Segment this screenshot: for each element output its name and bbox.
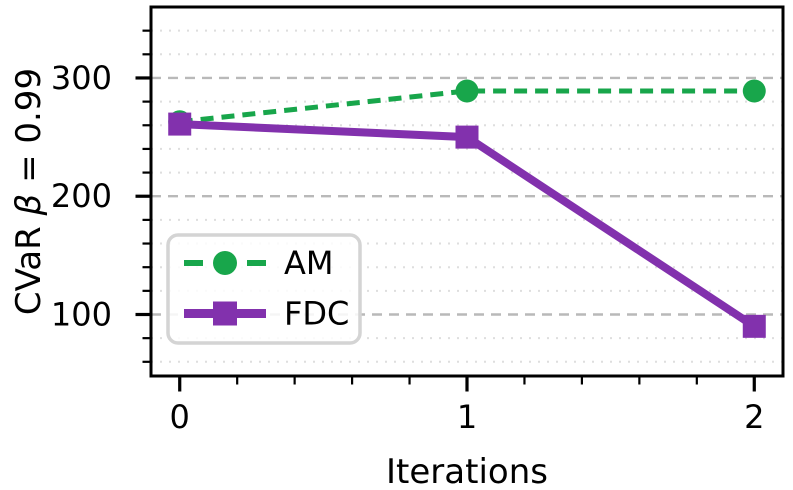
x-tick-label-2: 2 [744, 398, 764, 436]
axes-frame [149, 5, 785, 378]
y-tick-label-200: 200 [51, 177, 112, 215]
axes-spines [149, 5, 785, 378]
axis-ticks [135, 29, 756, 392]
y-axis-label: CVaR β = 0.99 [9, 68, 49, 315]
x-tick-label-1: 1 [457, 398, 477, 436]
legend-label-fdc: FDC [284, 295, 349, 333]
series-am-marker [742, 79, 766, 103]
series-am-marker [455, 79, 479, 103]
series-fdc-marker [455, 125, 479, 149]
series-am-line [179, 88, 755, 125]
y-tick-label-300: 300 [51, 59, 112, 97]
legend-label-am: AM [284, 244, 334, 282]
y-tick-label-100: 100 [51, 296, 112, 334]
x-tick-label-0: 0 [170, 398, 190, 436]
axis-labels: Iterations CVaR β = 0.99 [9, 68, 548, 490]
series-fdc-marker [168, 112, 192, 136]
series-fdc-marker [742, 314, 766, 338]
data-series [168, 79, 766, 338]
legend-am-marker [213, 251, 237, 275]
x-axis-label: Iterations [386, 452, 548, 490]
legend-fdc-marker [213, 301, 237, 326]
legend: AM FDC [166, 233, 362, 345]
tick-labels: 0 1 2 100 200 300 [51, 59, 765, 436]
